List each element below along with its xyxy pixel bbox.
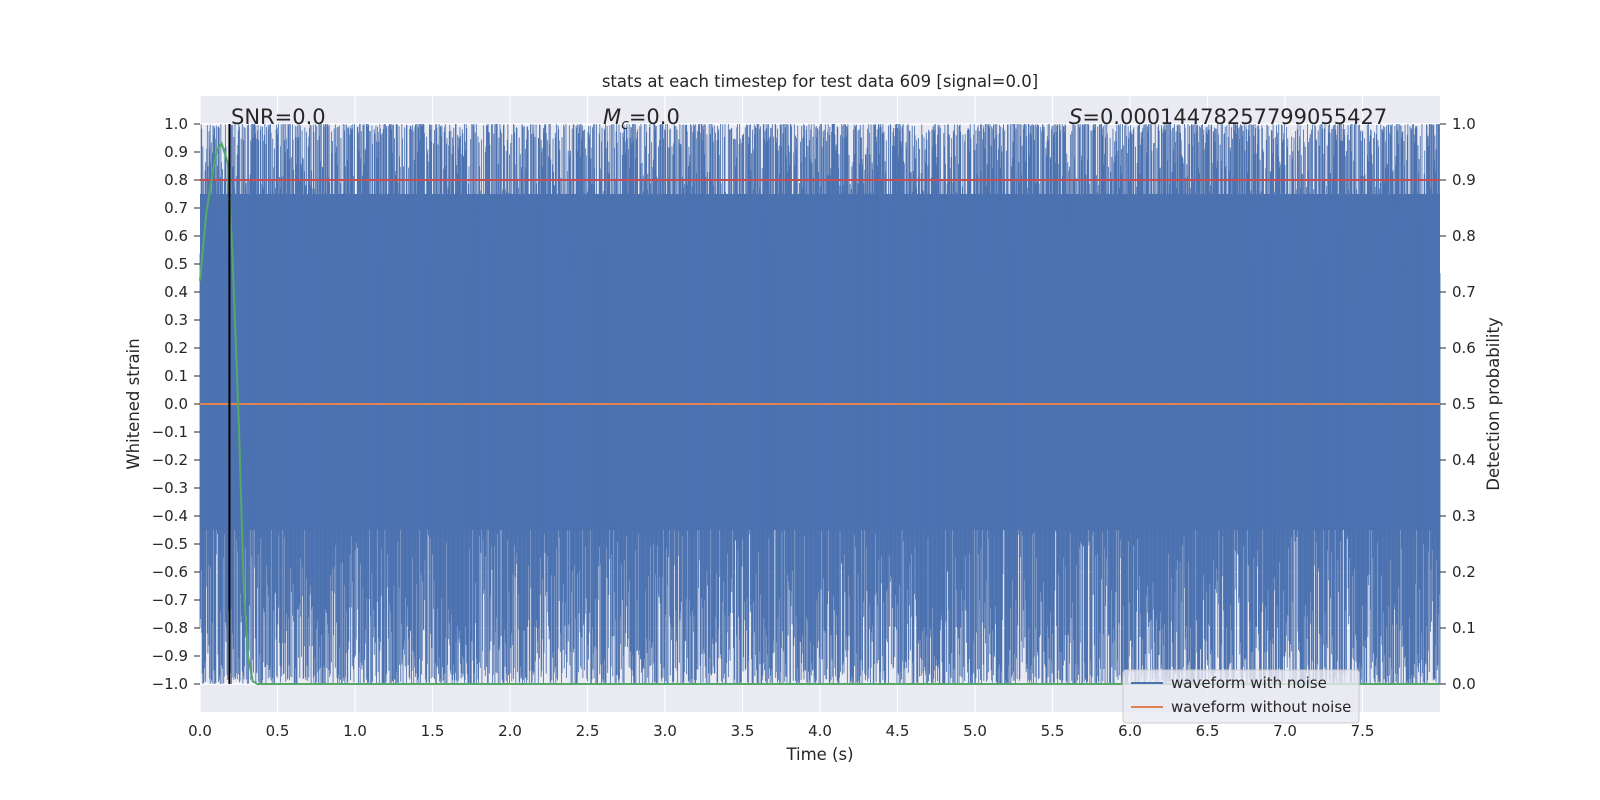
x-tick-label: 0.5 <box>266 722 290 740</box>
x-tick-label: 6.5 <box>1196 722 1220 740</box>
y-tick-label: 0.7 <box>164 199 188 217</box>
y-tick-label: 0.5 <box>164 255 188 273</box>
y-axis-label-right: Detection probability <box>1484 317 1503 491</box>
y-tick-label: −0.7 <box>152 591 188 609</box>
mc-annotation: Mc=0.0 <box>603 105 680 133</box>
y-tick-label: −0.8 <box>152 619 188 637</box>
y-tick-label: −0.4 <box>152 507 188 525</box>
y-right-tick-label: 0.5 <box>1452 395 1476 413</box>
x-tick-label: 4.5 <box>886 722 910 740</box>
x-tick-label: 4.0 <box>808 722 832 740</box>
s-value: =0.00014478257799055427 <box>1082 105 1387 129</box>
y-right-tick-label: 0.0 <box>1452 675 1476 693</box>
x-axis-label: Time (s) <box>785 745 853 764</box>
y-tick-label: −1.0 <box>152 675 188 693</box>
y-tick-label: −0.5 <box>152 535 188 553</box>
x-tick-label: 3.5 <box>731 722 755 740</box>
series-waveform-with-noise <box>199 124 1441 684</box>
y-tick-label: 0.4 <box>164 283 188 301</box>
y-tick-label: 0.1 <box>164 367 188 385</box>
y-right-tick-label: 0.2 <box>1452 563 1476 581</box>
mc-subscript: c <box>621 117 629 133</box>
y-right-tick-label: 1.0 <box>1452 115 1476 133</box>
y-tick-label: −0.3 <box>152 479 188 497</box>
y-tick-label: 0.9 <box>164 143 188 161</box>
y-right-tick-label: 0.8 <box>1452 227 1476 245</box>
y-tick-label: 0.0 <box>164 395 188 413</box>
y-right-tick-label: 0.9 <box>1452 171 1476 189</box>
series-lines <box>199 124 1440 685</box>
x-tick-label: 1.5 <box>421 722 445 740</box>
x-tick-label: 7.5 <box>1351 722 1375 740</box>
y-tick-label: 0.8 <box>164 171 188 189</box>
x-tick-label: 1.0 <box>343 722 367 740</box>
s-annotation: S=0.00014478257799055427 <box>1069 105 1387 129</box>
y-right-tick-label: 0.1 <box>1452 619 1476 637</box>
snr-annotation: SNR=0.0 <box>231 105 326 129</box>
chart-title: stats at each timestep for test data 609… <box>602 72 1038 91</box>
y-tick-label: −0.2 <box>152 451 188 469</box>
x-tick-label: 6.0 <box>1118 722 1142 740</box>
mc-value: =0.0 <box>629 105 680 129</box>
y-tick-label: −0.1 <box>152 423 188 441</box>
y-tick-label: 0.6 <box>164 227 188 245</box>
y-tick-label: 1.0 <box>164 115 188 133</box>
y-tick-label: 0.2 <box>164 339 188 357</box>
legend: waveform with noise waveform without noi… <box>1122 669 1360 724</box>
y-right-tick-label: 0.3 <box>1452 507 1476 525</box>
x-tick-label: 3.0 <box>653 722 677 740</box>
y-right-tick-label: 0.6 <box>1452 339 1476 357</box>
y-tick-label: −0.6 <box>152 563 188 581</box>
legend-label-clean: waveform without noise <box>1171 698 1351 716</box>
tick-labels: 0.0 0.5 1.0 1.5 2.0 2.5 3.0 3.5 4.0 4.5 5.0 5.5 6.0 6… <box>152 115 1476 740</box>
x-tick-label: 0.0 <box>188 722 212 740</box>
x-tick-label: 5.5 <box>1041 722 1065 740</box>
y-right-tick-label: 0.4 <box>1452 451 1476 469</box>
mc-symbol: M <box>603 105 621 129</box>
legend-box <box>1122 669 1360 724</box>
y-tick-label: −0.9 <box>152 647 188 665</box>
y-right-tick-label: 0.7 <box>1452 283 1476 301</box>
x-tick-label: 5.0 <box>963 722 987 740</box>
y-tick-label: 0.3 <box>164 311 188 329</box>
series-detection-probability <box>199 141 1440 685</box>
legend-label-noise: waveform with noise <box>1171 674 1327 692</box>
x-tick-label: 7.0 <box>1273 722 1297 740</box>
y-axis-label: Whitened strain <box>124 338 143 469</box>
x-tick-label: 2.0 <box>498 722 522 740</box>
s-symbol: S <box>1069 105 1082 129</box>
x-tick-label: 2.5 <box>576 722 600 740</box>
